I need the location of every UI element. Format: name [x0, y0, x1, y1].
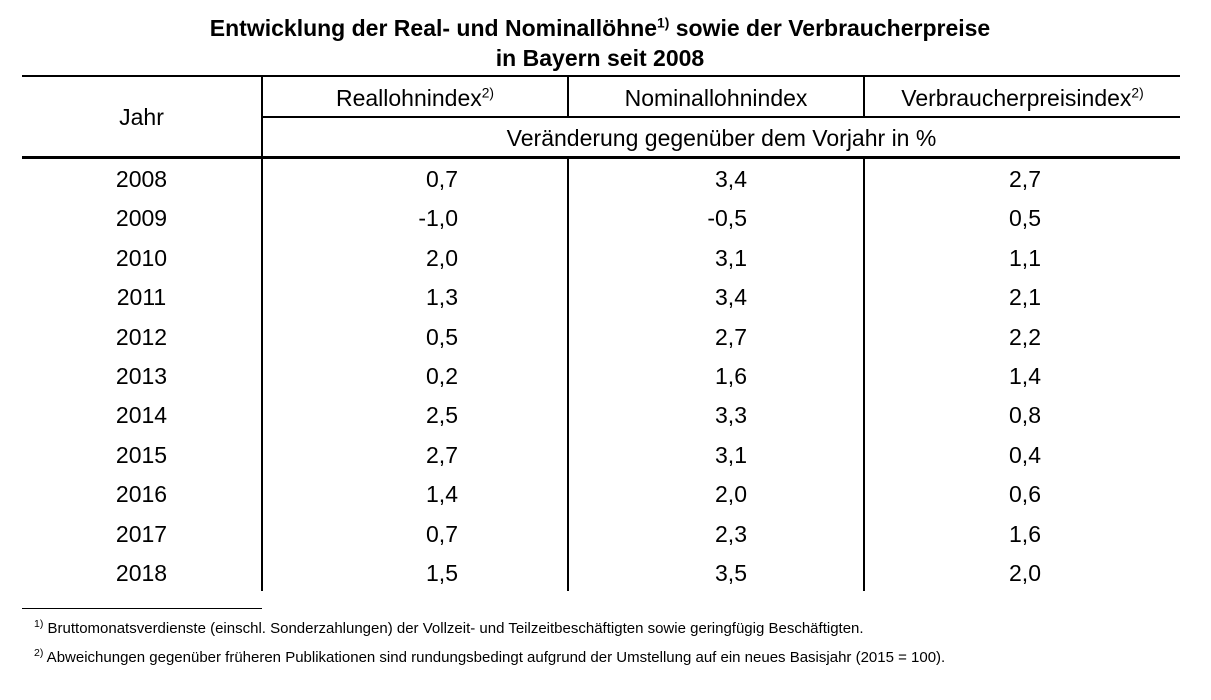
cell-reallohnindex: 1,4: [426, 481, 458, 507]
top-rule: [22, 75, 1180, 77]
cell-nominallohnindex: 2,7: [715, 324, 747, 350]
cell-reallohnindex: 2,0: [426, 245, 458, 271]
footnote-2-mark: 2): [34, 647, 44, 659]
cell-verbraucherpreisindex: 2,7: [1009, 166, 1041, 192]
cell-nominallohnindex: -0,5: [707, 205, 747, 231]
cell-verbraucherpreisindex: 2,1: [1009, 284, 1041, 310]
cell-verbraucherpreisindex: 1,6: [1009, 521, 1041, 547]
cell-reallohnindex: -1,0: [418, 205, 458, 231]
table-title-line1: Entwicklung der Real- und Nominallöhne1)…: [0, 14, 1200, 42]
cell-reallohnindex: 2,7: [426, 442, 458, 468]
footnote-1-text: Bruttomonatsverdienste (einschl. Sonderz…: [43, 620, 864, 637]
cell-nominallohnindex: 3,1: [715, 245, 747, 271]
cell-reallohnindex: 0,2: [426, 363, 458, 389]
cell-nominallohnindex: 3,5: [715, 560, 747, 586]
cell-nominallohnindex: 1,6: [715, 363, 747, 389]
cell-nominallohnindex: 2,0: [715, 481, 747, 507]
header-reallohnindex-label: Reallohnindex: [335, 85, 482, 111]
footnote-2: 2) Abweichungen gegenüber früheren Publi…: [34, 647, 946, 667]
cell-year: 2010: [115, 245, 168, 271]
cell-verbraucherpreisindex: 1,1: [1009, 245, 1041, 271]
cell-year: 2018: [115, 560, 168, 586]
header-unit-row: Veränderung gegenüber dem Vorjahr in %: [506, 125, 937, 151]
title-text: Entwicklung der Real- und Nominallöhne: [209, 15, 658, 41]
cell-verbraucherpreisindex: 0,5: [1009, 205, 1041, 231]
cell-year: 2013: [115, 363, 168, 389]
cell-reallohnindex: 0,7: [426, 521, 458, 547]
cell-nominallohnindex: 2,3: [715, 521, 747, 547]
cell-year: 2014: [115, 402, 168, 428]
cell-verbraucherpreisindex: 0,6: [1009, 481, 1041, 507]
footnote-2-text: Abweichungen gegenüber früheren Publikat…: [43, 649, 946, 666]
cell-nominallohnindex: 3,4: [715, 166, 747, 192]
title-footnote-mark: 1): [657, 15, 670, 31]
year-column-divider: [261, 76, 263, 591]
cell-verbraucherpreisindex: 0,8: [1009, 402, 1041, 428]
cell-verbraucherpreisindex: 2,0: [1009, 560, 1041, 586]
cell-reallohnindex: 2,5: [426, 402, 458, 428]
cell-verbraucherpreisindex: 0,4: [1009, 442, 1041, 468]
header-verbraucherpreisindex-label: Verbraucherpreisindex: [901, 85, 1132, 111]
cell-reallohnindex: 1,5: [426, 560, 458, 586]
header-reallohnindex-mark: 2): [481, 85, 495, 101]
col1-header-divider: [567, 76, 569, 117]
cell-verbraucherpreisindex: 2,2: [1009, 324, 1041, 350]
footnote-separator: [22, 608, 262, 609]
cell-year: 2017: [115, 521, 168, 547]
cell-year: 2015: [115, 442, 168, 468]
col1-body-divider: [567, 157, 569, 591]
cell-verbraucherpreisindex: 1,4: [1009, 363, 1041, 389]
cell-year: 2012: [115, 324, 168, 350]
cell-reallohnindex: 0,5: [426, 324, 458, 350]
col2-header-divider: [863, 76, 865, 117]
cell-year: 2011: [116, 284, 167, 310]
table-title-line2: in Bayern seit 2008: [495, 45, 705, 71]
header-verbraucherpreisindex-mark: 2): [1131, 85, 1144, 101]
cell-reallohnindex: 0,7: [426, 166, 458, 192]
header-year: Jahr: [119, 104, 164, 130]
cell-nominallohnindex: 3,4: [715, 284, 747, 310]
header-nominallohnindex: Nominallohnindex: [624, 85, 808, 111]
header-bottom-rule: [22, 156, 1180, 159]
footnote-1-mark: 1): [34, 618, 44, 630]
header-mid-rule: [262, 116, 1180, 118]
title-text-rest: sowie der Verbraucherpreise: [669, 15, 991, 41]
cell-nominallohnindex: 3,3: [715, 402, 747, 428]
header-reallohnindex: Reallohnindex2): [263, 84, 567, 112]
header-verbraucherpreisindex: Verbraucherpreisindex2): [865, 84, 1180, 112]
cell-year: 2008: [115, 166, 168, 192]
footnote-1: 1) Bruttomonatsverdienste (einschl. Sond…: [34, 618, 864, 638]
cell-year: 2009: [115, 205, 168, 231]
cell-year: 2016: [115, 481, 168, 507]
cell-reallohnindex: 1,3: [426, 284, 458, 310]
col2-body-divider: [863, 157, 865, 591]
cell-nominallohnindex: 3,1: [715, 442, 747, 468]
